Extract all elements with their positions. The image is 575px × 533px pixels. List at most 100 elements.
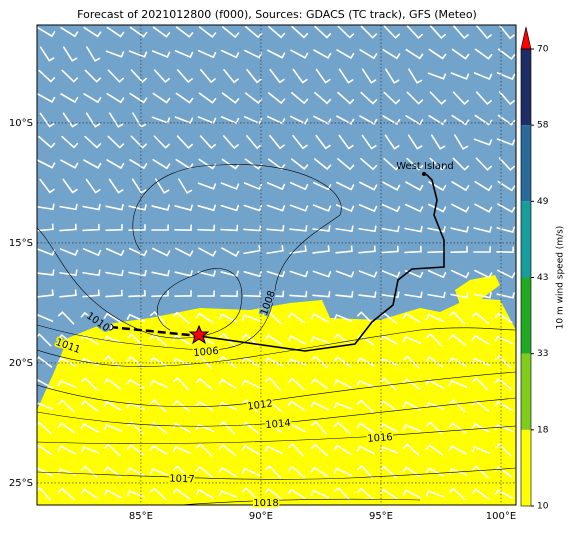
- colorbar-extension: [520, 26, 532, 50]
- wind-barb: [197, 204, 217, 212]
- wind-barb: [494, 377, 513, 390]
- wind-barb: [178, 178, 193, 194]
- wind-barb: [407, 134, 423, 150]
- wind-barb: [312, 204, 332, 212]
- wind-barb: [290, 49, 309, 59]
- wind-barb: [241, 333, 259, 347]
- wind-barb: [310, 355, 328, 369]
- wind-barb: [82, 223, 100, 232]
- wind-barb: [57, 422, 76, 434]
- wind-barb: [197, 290, 215, 297]
- wind-barb: [338, 134, 354, 150]
- wind-barb: [82, 269, 101, 277]
- wind-barb: [497, 269, 516, 279]
- wind-barb: [151, 204, 170, 211]
- wind-barb: [80, 377, 98, 391]
- wind-barb: [289, 204, 309, 212]
- wind-barb: [61, 69, 79, 83]
- wind-barb: [430, 134, 446, 150]
- wind-barb: [220, 204, 240, 212]
- wind-barb: [358, 204, 378, 213]
- wind-barb: [405, 115, 424, 126]
- wind-barb: [172, 488, 191, 500]
- wind-barb: [106, 92, 125, 104]
- wind-barb: [152, 92, 171, 104]
- wind-barb: [195, 423, 215, 433]
- wind-barb: [154, 178, 170, 194]
- wind-barb: [37, 313, 54, 322]
- wind-barb: [130, 69, 148, 83]
- wind-barb: [80, 465, 98, 479]
- wind-barb: [406, 157, 424, 171]
- wind-barb: [103, 489, 122, 499]
- wind-barb: [290, 158, 309, 171]
- wind-barb: [57, 399, 75, 413]
- wind-barb: [60, 93, 79, 104]
- wind-barb: [379, 377, 397, 391]
- wind-barb: [128, 50, 148, 58]
- wind-barb: [405, 181, 424, 191]
- wind-barb: [402, 355, 420, 369]
- wind-barb: [474, 114, 493, 126]
- wind-barb: [494, 466, 513, 478]
- wind-barb: [361, 68, 377, 84]
- wind-barb: [499, 25, 515, 40]
- wind-barb: [402, 378, 421, 390]
- wind-barb: [334, 486, 351, 501]
- wind-barb: [448, 333, 467, 346]
- wind-barb: [130, 135, 148, 149]
- wind-barb: [425, 355, 444, 368]
- wind-barb: [126, 355, 145, 368]
- wind-barb: [59, 223, 77, 232]
- wind-barb: [311, 420, 328, 435]
- wind-barb: [454, 134, 469, 150]
- wind-barb: [176, 135, 194, 149]
- wind-barb: [243, 290, 262, 298]
- wind-barb: [243, 244, 261, 255]
- wind-barb: [37, 27, 56, 38]
- wind-barb: [333, 402, 353, 410]
- wind-barb: [333, 333, 351, 347]
- wind-barb: [108, 178, 124, 194]
- wind-barb: [425, 378, 444, 389]
- wind-barb: [218, 489, 238, 498]
- wind-barb: [103, 400, 122, 411]
- wind-barb: [80, 423, 99, 433]
- wind-barb: [199, 135, 216, 150]
- wind-barb: [335, 270, 355, 278]
- wind-barb: [497, 48, 516, 60]
- wind-barb: [105, 269, 124, 277]
- wind-barb: [153, 135, 171, 149]
- wind-barb: [152, 247, 171, 257]
- wind-barb: [310, 443, 328, 457]
- wind-barb: [220, 270, 239, 278]
- wind-barb: [337, 91, 355, 105]
- wind-barb: [333, 421, 351, 435]
- wind-barb: [358, 225, 377, 233]
- wind-barb: [152, 158, 171, 170]
- wind-barb: [289, 270, 309, 278]
- wind-barb: [290, 115, 309, 125]
- wind-barb: [264, 465, 282, 479]
- wind-barb: [38, 135, 56, 149]
- wind-barb: [57, 356, 76, 367]
- wind-barb: [243, 224, 262, 232]
- wind-barb: [498, 91, 515, 106]
- wind-barb: [382, 115, 401, 126]
- wind-barb: [266, 244, 284, 255]
- wind-barb: [221, 26, 240, 39]
- wind-barb: [310, 378, 329, 390]
- wind-barb: [360, 25, 378, 39]
- wind-barb: [37, 421, 52, 435]
- wind-barb: [174, 204, 193, 212]
- wind-barb: [57, 487, 75, 501]
- colorbar-label: 10 m wind speed (m/s): [556, 226, 566, 330]
- wind-barb: [288, 442, 305, 457]
- wind-barb: [129, 26, 148, 38]
- wind-barb: [80, 400, 99, 412]
- wind-barb: [39, 46, 55, 62]
- wind-barb: [379, 465, 397, 479]
- wind-barb: [474, 203, 493, 213]
- wind-barb: [381, 245, 399, 254]
- wind-barb: [429, 25, 446, 40]
